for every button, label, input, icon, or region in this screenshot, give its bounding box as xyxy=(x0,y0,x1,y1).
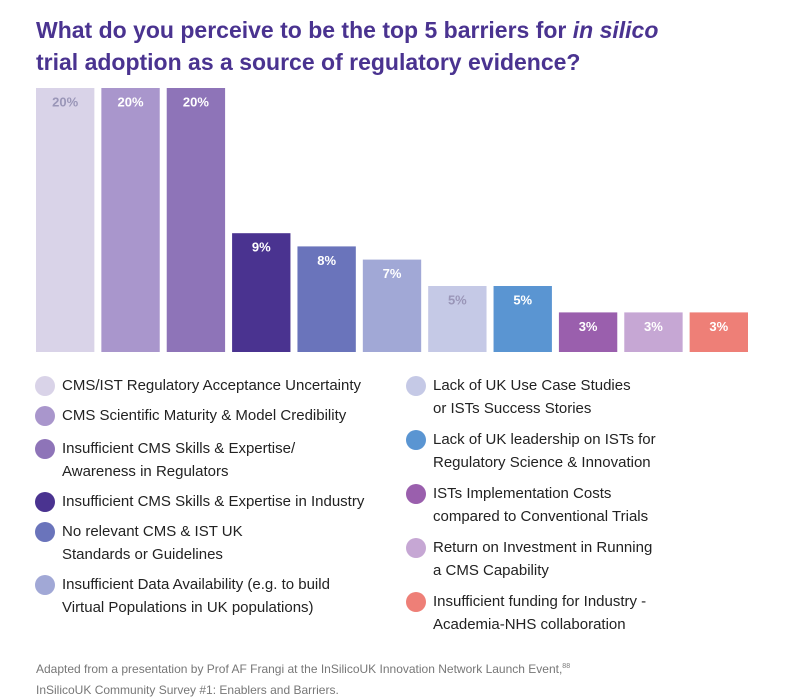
source-text: Adapted from a presentation by Prof AF F… xyxy=(36,662,563,676)
data-label: 3% xyxy=(579,319,598,334)
legend-label: Insufficient CMS Skills & Expertise/ Awa… xyxy=(62,440,296,480)
legend-swatch xyxy=(35,376,55,396)
legend-swatch xyxy=(406,538,426,558)
data-label: 20% xyxy=(183,94,209,109)
legend-label: Lack of UK leadership on ISTs for Regula… xyxy=(433,431,656,471)
data-label: 5% xyxy=(448,292,467,307)
data-label: 5% xyxy=(513,292,532,307)
legend-label: No relevant CMS & IST UK Standards or Gu… xyxy=(62,523,243,563)
source-note: Adapted from a presentation by Prof AF F… xyxy=(36,656,570,700)
bar xyxy=(232,233,291,352)
title-emphasis: in silico xyxy=(572,17,659,43)
title-text: trial adoption as a source of regulatory… xyxy=(36,49,581,75)
title-text: What do you perceive to be the top 5 bar… xyxy=(36,17,573,43)
legend-label: CMS/IST Regulatory Acceptance Uncertaint… xyxy=(62,377,362,394)
bar xyxy=(558,312,618,352)
bar xyxy=(493,286,552,352)
data-label: 20% xyxy=(118,94,144,109)
chart: 20% 20% 20% 9% 8% 7% 5% 5% 3% 3% 3% xyxy=(36,88,748,352)
legend-label: CMS Scientific Maturity & Model Credibil… xyxy=(62,407,347,424)
data-label: 20% xyxy=(52,94,78,109)
data-label: 9% xyxy=(252,240,271,255)
source-superscript: 88 xyxy=(562,663,571,670)
data-label: 3% xyxy=(709,319,728,334)
legend-label: Return on Investment in Running a CMS Ca… xyxy=(433,539,653,579)
legend-label: ISTs Implementation Costs compared to Co… xyxy=(433,485,649,525)
bar xyxy=(689,312,748,352)
bar xyxy=(362,259,422,352)
legend-swatch xyxy=(35,492,55,512)
source-text: InSilicoUK Community Survey #1: Enablers… xyxy=(36,683,339,697)
chart-title: What do you perceive to be the top 5 bar… xyxy=(36,14,776,78)
data-label: 3% xyxy=(644,319,663,334)
bar xyxy=(297,246,356,352)
legend-swatch xyxy=(406,592,426,612)
legend-label: Insufficient CMS Skills & Expertise in I… xyxy=(62,493,365,510)
legend-swatch xyxy=(35,575,55,595)
bar xyxy=(101,88,160,352)
bar xyxy=(166,88,226,352)
legend-swatch xyxy=(35,406,55,426)
data-label: 7% xyxy=(383,266,402,281)
legend-swatch xyxy=(35,522,55,542)
legend-swatch xyxy=(406,484,426,504)
legend-label: Insufficient funding for Industry - Acad… xyxy=(433,593,647,633)
bar xyxy=(428,286,487,352)
data-label: 8% xyxy=(317,253,336,268)
bar xyxy=(36,88,95,352)
legend-label: Insufficient Data Availability (e.g. to … xyxy=(62,576,330,616)
bar xyxy=(624,312,683,352)
legend-swatch xyxy=(406,430,426,450)
legend-swatch xyxy=(35,439,55,459)
legend-label: Lack of UK Use Case Studies or ISTs Succ… xyxy=(433,377,631,417)
legend-swatch xyxy=(406,376,426,396)
